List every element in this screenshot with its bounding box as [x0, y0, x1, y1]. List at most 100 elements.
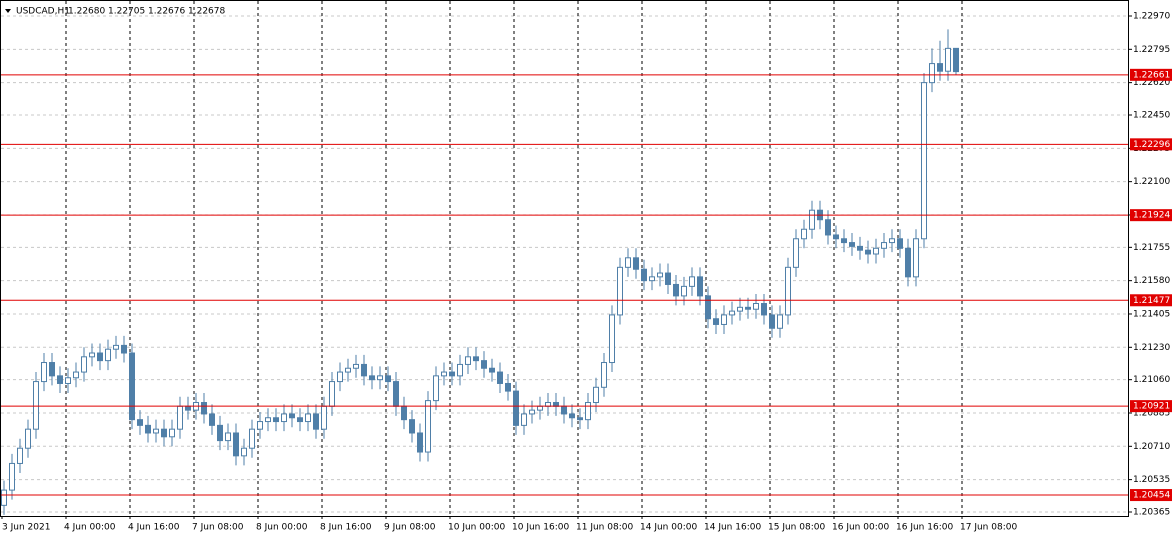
candle-body [953, 47, 959, 73]
candle-body [881, 242, 887, 249]
y-tick-label: 1.22620 [1133, 78, 1170, 88]
candle-body [289, 413, 295, 419]
candle-body [153, 428, 159, 434]
x-tick-label: 9 Jun 08:00 [384, 523, 436, 533]
y-tick-label: 1.22970 [1133, 11, 1170, 21]
y-tick-label: 1.21405 [1133, 309, 1170, 319]
candle-body [729, 310, 735, 316]
candle-body [297, 417, 303, 423]
candle-body [945, 47, 951, 72]
candle-body [857, 245, 863, 251]
candle-body [937, 63, 943, 72]
plot-frame [0, 0, 1129, 517]
y-tick-label: 1.20710 [1133, 442, 1170, 452]
level-label: 1.20454 [1133, 491, 1170, 501]
candle-body [921, 82, 927, 240]
x-tick-label: 8 Jun 16:00 [320, 523, 372, 533]
level-tag [1130, 489, 1172, 502]
candle-body [329, 381, 335, 407]
candle-body [833, 234, 839, 240]
y-tick-label: 1.22795 [1133, 45, 1170, 55]
candle-body [913, 238, 919, 278]
candle-body [473, 356, 479, 362]
candle-body [777, 314, 783, 329]
candle-body [529, 409, 535, 415]
candle-body [505, 382, 511, 392]
candle-body [81, 356, 87, 373]
candle-body [265, 417, 271, 423]
y-tick-label: 1.22100 [1133, 177, 1170, 187]
candle-body [897, 238, 903, 249]
candle-body [273, 417, 279, 423]
candle-body [337, 371, 343, 383]
candle-body [569, 413, 575, 419]
candle-body [361, 363, 367, 377]
candle-body [441, 371, 447, 377]
candle-body [537, 405, 543, 411]
candle-body [737, 306, 743, 312]
candle-body [497, 371, 503, 384]
candle-body [257, 421, 263, 430]
candle-body [65, 377, 71, 384]
x-tick-label: 7 Jun 08:00 [192, 523, 244, 533]
candle-body [825, 219, 831, 236]
candle-body [561, 405, 567, 415]
candle-body [489, 367, 495, 373]
candle-body [673, 283, 679, 297]
candle-body [641, 268, 647, 282]
y-tick-label: 1.21060 [1133, 375, 1170, 385]
candle-body [321, 405, 327, 430]
candle-body [481, 360, 487, 369]
candle-body [873, 247, 879, 255]
candle-body [449, 371, 455, 377]
candle-body [25, 428, 31, 449]
candle-body [129, 352, 135, 421]
level-tag [1130, 294, 1172, 307]
candle-body [465, 356, 471, 365]
level-label: 1.20921 [1133, 402, 1170, 412]
y-tick-label: 1.20885 [1133, 408, 1170, 418]
candle-body [113, 344, 119, 350]
candle-body [145, 424, 151, 434]
candle-body [305, 413, 311, 423]
level-label: 1.22296 [1133, 140, 1170, 150]
candle-body [369, 375, 375, 381]
candle-body [841, 238, 847, 244]
candle-body [849, 242, 855, 247]
candle-body [217, 424, 223, 442]
candle-body [169, 428, 175, 438]
candle-body [745, 306, 751, 310]
candle-body [889, 238, 895, 244]
candle-body [137, 419, 143, 426]
level-label: 1.21477 [1133, 296, 1170, 306]
candle-body [689, 276, 695, 287]
candle-body [809, 209, 815, 230]
candle-body [617, 266, 623, 316]
candle-body [681, 285, 687, 297]
candle-body [929, 63, 935, 84]
candle-body [393, 381, 399, 407]
candle-body [409, 419, 415, 434]
candle-body [769, 314, 775, 329]
symbol-label: USDCAD,H1 [16, 7, 70, 17]
x-tick-label: 4 Jun 00:00 [64, 523, 116, 533]
candle-body [177, 405, 183, 430]
candle-body [385, 375, 391, 383]
x-tick-label: 16 Jun 00:00 [832, 523, 889, 533]
symbol-dropdown[interactable] [5, 9, 11, 13]
candle-body [33, 381, 39, 430]
candle-body [17, 447, 23, 464]
candle-body [1, 489, 7, 506]
candle-body [105, 348, 111, 362]
candle-body [241, 447, 247, 457]
candle-body [793, 238, 799, 268]
candle-body [601, 362, 607, 388]
candle-body [161, 428, 167, 438]
candle-body [665, 272, 671, 285]
candle-body [9, 462, 15, 491]
candle-body [713, 318, 719, 325]
candle-body [313, 413, 319, 430]
candle-body [521, 413, 527, 426]
candle-body [89, 352, 95, 358]
candle-body [657, 272, 663, 278]
